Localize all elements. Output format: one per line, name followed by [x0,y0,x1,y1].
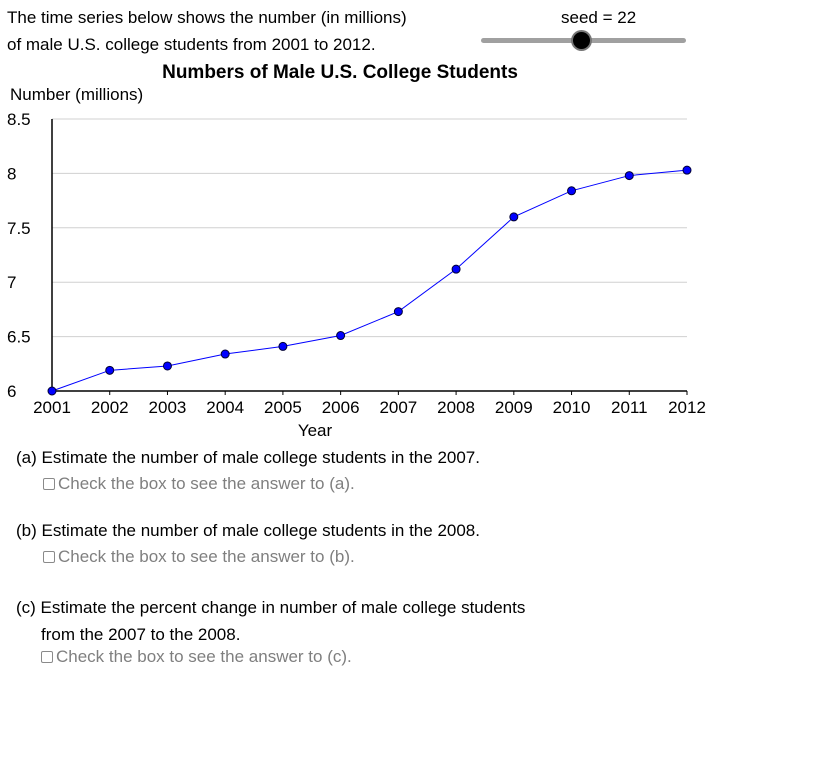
y-axis-label: Number (millions) [10,85,143,104]
data-point-2001 [47,386,57,396]
seed-slider[interactable] [481,32,686,49]
seed-slider-handle[interactable] [573,32,591,49]
x-tick-label: 2004 [206,398,244,417]
x-tick-label: 2001 [33,398,71,417]
x-tick-label: 2009 [495,398,533,417]
x-tick-label: 2005 [264,398,302,417]
x-tick-label: 2002 [91,398,129,417]
intro-line-1: The time series below shows the number (… [7,8,407,27]
x-tick-label: 2010 [553,398,591,417]
x-tick-label: 2003 [149,398,187,417]
x-tick-label: 2012 [668,398,706,417]
answer-a-label[interactable]: Check the box to see the answer to (a). [58,474,355,493]
y-tick-label: 8.5 [7,110,31,129]
data-point-2012 [682,165,692,175]
data-point-2002 [105,365,115,375]
data-point-2009 [509,212,519,222]
data-point-2004 [220,349,230,359]
data-point-2011 [624,171,634,181]
data-point-2010 [567,186,577,196]
answer-b-label[interactable]: Check the box to see the answer to (b). [58,547,355,566]
intro-line-2: of male U.S. college students from 2001 … [7,35,376,54]
y-tick-label: 7 [7,273,16,292]
grid-lines [52,118,687,338]
x-tick-label: 2007 [379,398,417,417]
x-axis-label: Year [298,421,333,440]
x-tick-label: 2006 [322,398,360,417]
y-tick-label: 6 [7,382,16,401]
series-line [51,169,688,392]
answer-b-checkbox[interactable]: Check the box to see the answer to (b). [43,547,355,567]
checkbox-c-icon[interactable] [41,651,53,663]
seed-label: seed = 22 [561,8,637,27]
answer-a-checkbox[interactable]: Check the box to see the answer to (a). [43,474,355,494]
chart-title: Numbers of Male U.S. College Students [162,62,518,83]
answer-c-checkbox[interactable]: Check the box to see the answer to (c). [41,647,352,667]
answer-c-label[interactable]: Check the box to see the answer to (c). [56,647,352,666]
data-point-2008 [451,264,461,274]
data-point-2005 [278,341,288,351]
checkbox-a-icon[interactable] [43,478,55,490]
y-tick-label: 7.5 [7,219,31,238]
y-tick-label: 8 [7,164,16,183]
checkbox-b-icon[interactable] [43,551,55,563]
question-a: (a) Estimate the number of male college … [16,448,480,467]
data-points [47,165,692,396]
x-tick-labels: 2001 2002 2003 2004 2005 2006 2007 2008 2009 2010… [33,391,706,417]
x-tick-label: 2011 [611,398,648,417]
question-b: (b) Estimate the number of male college … [16,521,480,540]
data-point-2003 [162,361,172,371]
y-tick-label: 6.5 [7,328,31,347]
line-chart: Numbers of Male U.S. College Students Nu… [7,62,706,440]
intro-text: The time series below shows the number (… [7,4,407,58]
question-c-line-2: from the 2007 to the 2008. [41,625,241,644]
data-point-2006 [336,331,346,341]
data-point-2007 [393,307,403,317]
x-tick-label: 2008 [437,398,475,417]
question-c-line-1: (c) Estimate the percent change in numbe… [16,598,526,617]
y-tick-labels: 6 6.5 7 7.5 8 8.5 [7,110,31,401]
